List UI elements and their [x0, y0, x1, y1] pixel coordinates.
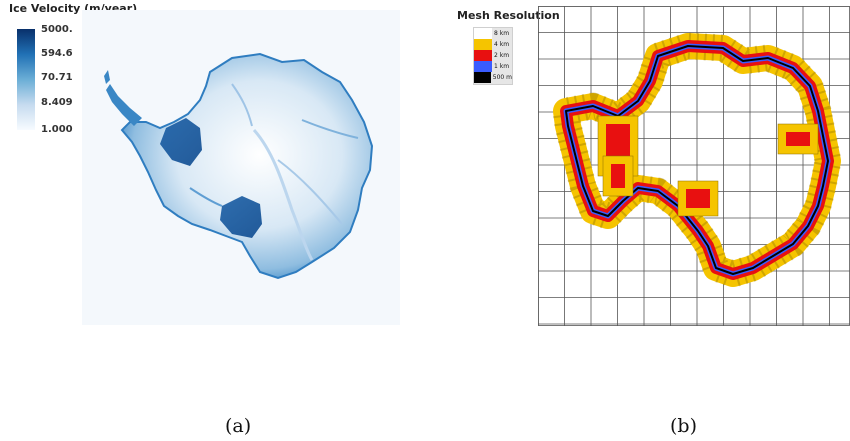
adaptive-mesh [537, 5, 850, 326]
colorbar-tick: 1.000 [41, 124, 73, 135]
legend-swatch [474, 50, 492, 61]
colorbar-tick: 70.71 [41, 72, 73, 83]
colorbar-tick: 8.409 [41, 97, 73, 108]
caption-b: (b) [670, 415, 697, 437]
legend-label: 4 km [494, 41, 510, 48]
velocity-colorbar [17, 29, 35, 130]
legend-label: 500 m [492, 74, 512, 81]
legend-label: 1 km [494, 63, 510, 70]
mesh-legend-title: Mesh Resolution [457, 9, 560, 22]
legend-item-1km: 1 km [474, 61, 512, 72]
colorbar-tick: 5000. [41, 24, 73, 35]
legend-label: 2 km [494, 52, 510, 59]
legend-swatch [474, 61, 492, 72]
antarctica-velocity-map [104, 52, 374, 280]
legend-item-500m: 500 m [474, 72, 512, 83]
legend-item-8km: 8 km [474, 28, 512, 39]
legend-swatch [474, 39, 492, 50]
velocity-map-panel [82, 10, 400, 325]
legend-swatch [474, 72, 491, 83]
legend-swatch [474, 28, 492, 39]
colorbar-gradient [17, 29, 35, 130]
mesh-resolution-legend: 8 km 4 km 2 km 1 km 500 m [473, 27, 513, 85]
caption-a: (a) [225, 415, 252, 437]
legend-label: 8 km [494, 30, 510, 37]
mesh-panel [537, 5, 850, 326]
legend-item-2km: 2 km [474, 50, 512, 61]
colorbar-tick: 594.6 [41, 48, 73, 59]
legend-item-4km: 4 km [474, 39, 512, 50]
